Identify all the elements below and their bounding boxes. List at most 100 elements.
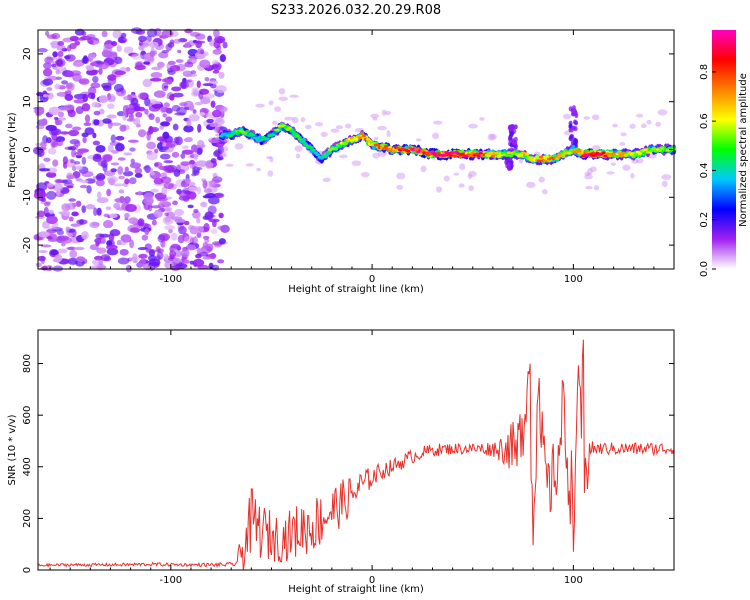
noise-blob <box>196 217 201 224</box>
snr-x-tick-label: -100 <box>159 575 182 586</box>
noise-blob <box>432 132 440 140</box>
noise-blob <box>106 188 112 197</box>
noise-blob <box>159 125 164 130</box>
noise-blob <box>176 188 182 195</box>
noise-blob <box>145 249 157 254</box>
noise-blob <box>144 108 149 115</box>
noise-blob <box>72 126 82 131</box>
spectrogram-ridge-cell <box>259 138 264 141</box>
noise-blob <box>137 246 148 251</box>
noise-blob <box>92 140 101 146</box>
noise-blob <box>620 132 627 137</box>
noise-blob <box>89 221 100 229</box>
noise-blob <box>182 145 189 149</box>
spectrogram-ridge-cell <box>649 149 655 152</box>
noise-blob <box>90 265 102 270</box>
noise-blob <box>68 129 80 137</box>
noise-blob <box>518 159 524 164</box>
noise-blob <box>133 117 141 126</box>
spectrogram-ridge-cell <box>365 137 371 141</box>
noise-blob <box>180 248 190 258</box>
noise-blob <box>255 103 266 108</box>
noise-blob <box>111 40 118 47</box>
noise-blob <box>118 175 126 180</box>
noise-blob <box>81 231 89 240</box>
noise-blob <box>180 153 186 159</box>
noise-blob <box>234 143 244 150</box>
noise-blob <box>203 222 210 232</box>
noise-blob <box>129 162 142 169</box>
noise-blob <box>175 59 184 63</box>
noise-blob <box>164 215 172 223</box>
noise-blob <box>79 219 84 225</box>
noise-blob <box>184 28 193 34</box>
spectrogram-ridge-cell <box>621 152 626 155</box>
noise-blob <box>188 113 200 122</box>
noise-blob <box>117 36 127 44</box>
noise-blob <box>95 145 106 153</box>
noise-blob <box>199 112 206 116</box>
noise-blob <box>43 62 52 70</box>
noise-blob <box>92 259 102 266</box>
spectrogram-ridge-cell <box>633 153 638 156</box>
spectrogram-ridge-cell <box>361 134 367 138</box>
spectrogram-ridge-cell <box>617 151 622 155</box>
noise-blob <box>107 74 117 81</box>
spectrogram-ridge-cell <box>542 159 548 163</box>
noise-blob <box>57 40 65 46</box>
noise-blob <box>105 206 112 211</box>
noise-blob <box>124 178 130 185</box>
noise-blob <box>148 41 159 48</box>
noise-blob <box>110 134 116 143</box>
noise-blob <box>256 167 262 172</box>
noise-blob <box>53 116 59 120</box>
noise-blob <box>194 101 203 106</box>
noise-blob <box>202 242 209 249</box>
snr-panel: -100 0 100 0 200 400 600 800 Height of straight… <box>7 329 675 595</box>
noise-blob <box>90 82 101 89</box>
colorbar-ticks: 0.0 0.2 0.4 0.6 0.8 <box>699 64 716 277</box>
noise-blob <box>123 96 129 101</box>
noise-blob <box>106 244 118 250</box>
noise-blob <box>174 218 186 223</box>
noise-blob <box>81 103 91 112</box>
noise-blob <box>177 235 185 244</box>
noise-blob <box>191 87 200 94</box>
noise-blob <box>192 166 200 174</box>
noise-blob <box>48 209 54 215</box>
noise-blob <box>193 208 199 214</box>
colorbar-label: Normalized spectral amplitude <box>738 73 749 227</box>
noise-blob <box>289 94 299 98</box>
noise-blob <box>71 211 79 217</box>
noise-blob <box>213 28 220 38</box>
noise-blob <box>113 202 121 210</box>
noise-blob <box>185 244 197 251</box>
noise-blob <box>266 155 273 160</box>
noise-blob <box>155 246 161 253</box>
noise-blob <box>69 249 78 259</box>
noise-blob <box>64 93 74 101</box>
snr-x-label: Height of straight line (km) <box>288 584 424 595</box>
spectrogram-ridge-cell <box>406 149 411 153</box>
noise-blob <box>114 70 126 75</box>
colorbar-tick-label: 0.6 <box>699 113 710 129</box>
colorbar-tick-label: 0.0 <box>699 261 710 277</box>
noise-blob <box>44 56 54 64</box>
snr-series <box>37 339 675 571</box>
noise-blob <box>640 123 647 129</box>
noise-blob <box>52 51 58 58</box>
noise-blob <box>541 189 548 195</box>
noise-blob <box>153 90 166 98</box>
noise-blob <box>192 109 197 114</box>
noise-blob <box>161 29 174 38</box>
noise-blob <box>218 71 225 79</box>
noise-blob <box>415 138 422 142</box>
noise-blob <box>144 228 150 235</box>
noise-blob <box>57 117 67 121</box>
spectrogram-ridge-cell <box>321 154 326 158</box>
noise-blob <box>196 80 201 88</box>
noise-blob <box>245 163 254 167</box>
noise-blob <box>192 258 205 267</box>
noise-blob <box>568 106 573 112</box>
